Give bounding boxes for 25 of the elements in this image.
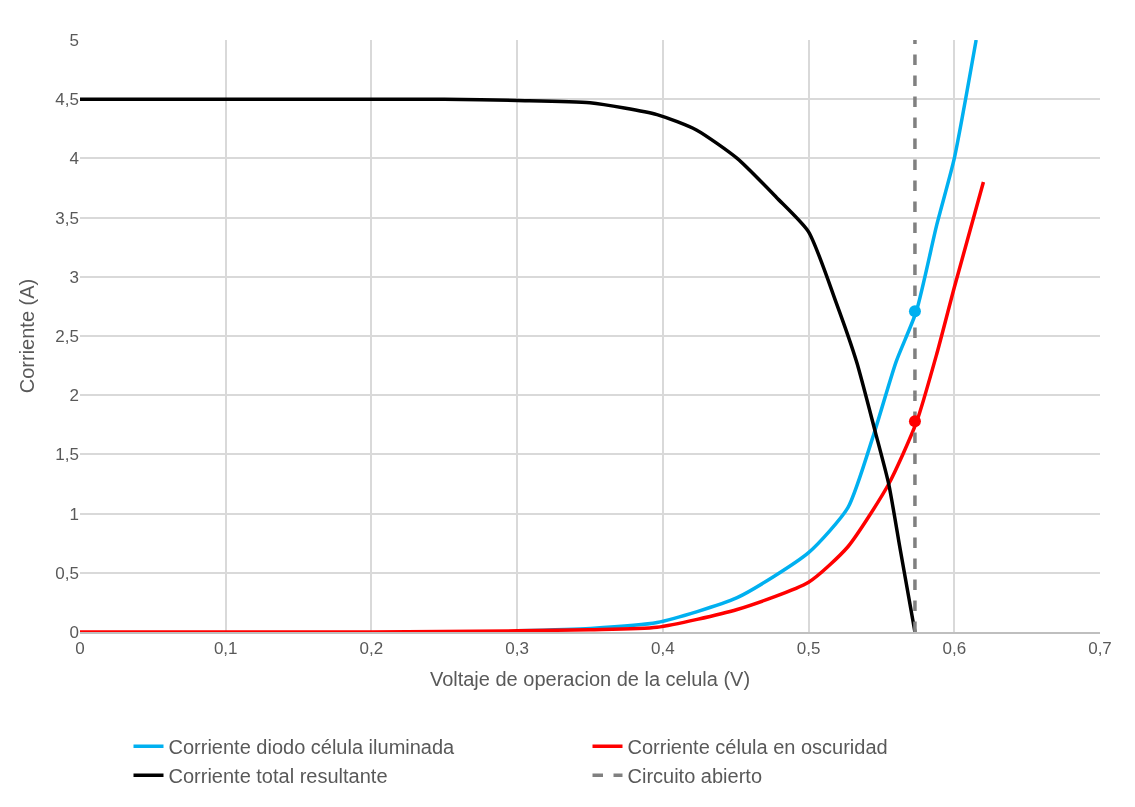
y-tick-label: 4 xyxy=(69,149,79,169)
legend-label: Corriente diodo célula iluminada xyxy=(168,736,456,759)
legend-label: Circuito abierto xyxy=(627,765,763,788)
y-tick-label: 3,5 xyxy=(55,208,79,228)
y-tick-label: 0,5 xyxy=(55,563,79,583)
y-tick-label: 0 xyxy=(69,622,79,642)
line-series xyxy=(80,180,986,632)
y-tick-label: 2 xyxy=(69,386,79,406)
x-tick-label: 0,5 xyxy=(796,639,821,659)
x-tick-label: 0,3 xyxy=(505,639,529,659)
x-tick-label: 0,6 xyxy=(942,639,967,659)
x-tick-label: 0,4 xyxy=(651,639,675,659)
y-tick-label: 1 xyxy=(69,504,79,524)
y-tick-label: 3 xyxy=(69,267,79,287)
y-tick-label: 2,5 xyxy=(55,326,79,346)
y-axis-title: Corriente (A) xyxy=(15,278,38,394)
x-axis-title: Voltaje de operacion de la celula (V) xyxy=(429,668,751,691)
legend-label: Corriente célula en oscuridad xyxy=(627,736,888,759)
legend-label: Corriente total resultante xyxy=(168,765,388,788)
y-tick-label: 1,5 xyxy=(55,445,79,465)
x-tick-label: 0,1 xyxy=(213,639,238,659)
y-tick-label: 5 xyxy=(69,30,79,50)
y-tick-label: 4,5 xyxy=(55,90,79,110)
x-tick-label: 0,7 xyxy=(1088,639,1112,659)
x-tick-label: 0,2 xyxy=(359,639,384,659)
